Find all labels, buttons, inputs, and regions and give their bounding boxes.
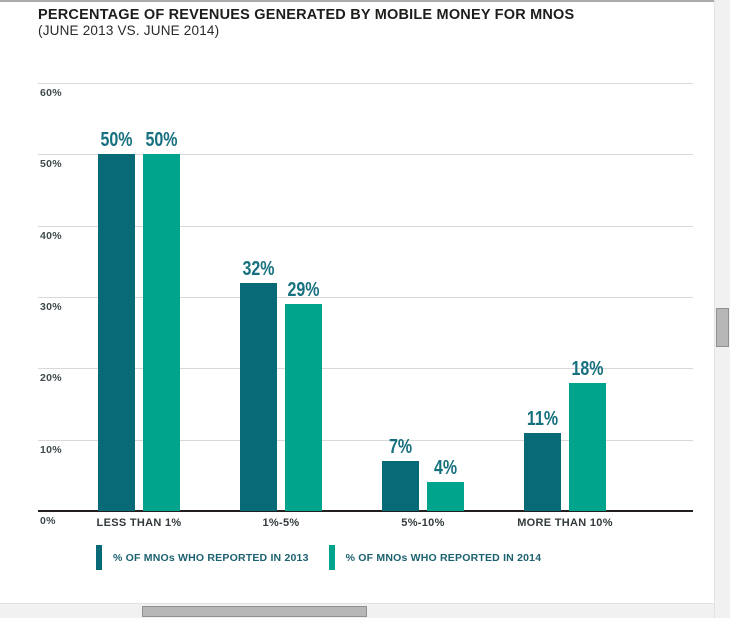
y-axis-tick-label: 60%: [40, 87, 62, 99]
bar-2013: [240, 282, 277, 511]
bar-value-label: 50%: [145, 129, 178, 152]
y-axis-tick-label: 20%: [40, 372, 62, 385]
y-axis-tick-label: 10%: [40, 443, 62, 456]
horizontal-scrollbar-thumb[interactable]: [142, 606, 367, 617]
x-axis-category-label: LESS THAN 1%: [96, 517, 182, 529]
bar-value-label: 32%: [242, 257, 275, 280]
bar-value-label: 18%: [571, 357, 604, 380]
chart-subtitle: (JUNE 2013 VS. JUNE 2014): [38, 23, 220, 38]
gridline: [38, 83, 693, 84]
legend-marker-icon: [328, 545, 335, 570]
chart-title: PERCENTAGE OF REVENUES GENERATED BY MOBI…: [38, 7, 575, 23]
gridline: [38, 225, 693, 227]
bar-value-label: 11%: [526, 407, 559, 430]
bar-2013: [382, 461, 419, 511]
x-axis-category-label: 1%-5%: [262, 517, 300, 529]
y-axis-tick-label: 30%: [40, 301, 62, 313]
bar-value-label: 50%: [100, 129, 133, 152]
y-axis-tick-label: 40%: [40, 229, 62, 242]
legend-label: % OF MNOs WHO REPORTED IN 2014: [345, 551, 542, 564]
horizontal-scrollbar[interactable]: [0, 603, 714, 618]
bar-2014: [427, 482, 464, 511]
legend-entry-2013: % OF MNOs WHO REPORTED IN 2013: [96, 545, 309, 570]
gridline: [38, 439, 693, 441]
bar-2014: [285, 304, 322, 511]
bar-2013: [98, 154, 135, 511]
legend-marker-icon: [96, 545, 102, 570]
bar-value-label: 7%: [388, 436, 413, 459]
legend-entry-2014: % OF MNOs WHO REPORTED IN 2014: [328, 545, 542, 570]
gridline: [38, 154, 693, 156]
bar-value-label: 4%: [433, 457, 458, 480]
gridline: [38, 368, 693, 370]
bar-2014: [143, 154, 180, 511]
gridline: [38, 297, 693, 298]
chart-legend: % OF MNOs WHO REPORTED IN 2013 % OF MNOs …: [96, 545, 541, 570]
x-axis-category-label: 5%-10%: [401, 517, 445, 529]
bar-2013: [524, 432, 561, 511]
document-page: PERCENTAGE OF REVENUES GENERATED BY MOBI…: [0, 0, 714, 603]
x-axis-line: [38, 510, 693, 512]
legend-label: % OF MNOs WHO REPORTED IN 2013: [113, 551, 309, 564]
y-axis-tick-label: 0%: [40, 515, 56, 527]
x-axis-category-label: MORE THAN 10%: [517, 517, 613, 529]
vertical-scrollbar-thumb[interactable]: [716, 308, 729, 347]
vertical-scrollbar[interactable]: [714, 0, 730, 618]
bar-value-label: 29%: [287, 279, 320, 302]
y-axis-tick-label: 50%: [40, 158, 62, 171]
bar-chart: 0% 10% 20% 30% 40% 50% 60% 50% 50% LESS THAN 1% 32…: [0, 2, 714, 605]
bar-2014: [569, 382, 606, 511]
